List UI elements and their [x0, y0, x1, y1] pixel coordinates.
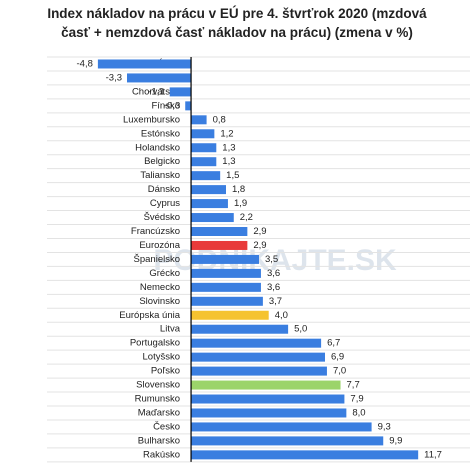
- value-label: 5,0: [294, 324, 307, 335]
- bar: [191, 296, 263, 306]
- value-label: 3,7: [269, 296, 282, 307]
- bar: [191, 171, 221, 181]
- value-label: 1,3: [222, 156, 235, 167]
- bar: [191, 366, 327, 376]
- y-tick-label: Poľsko: [151, 366, 180, 377]
- y-tick-label: Dánsko: [148, 184, 180, 195]
- value-label: 7,0: [333, 366, 346, 377]
- y-tick-label: Grécko: [149, 268, 180, 279]
- value-label: 3,6: [267, 268, 280, 279]
- bar: [191, 338, 322, 348]
- value-label: 1,2: [220, 128, 233, 139]
- value-label: 11,7: [424, 449, 442, 460]
- bar: [191, 213, 234, 223]
- bar: [191, 450, 419, 460]
- value-label: 6,9: [331, 352, 344, 363]
- bar: [191, 380, 341, 390]
- value-label: 1,8: [232, 184, 245, 195]
- bar: [191, 324, 289, 334]
- value-label: 2,9: [253, 240, 266, 251]
- bar: [191, 352, 325, 362]
- y-tick-label: Holandsko: [135, 142, 180, 153]
- value-label: -0,3: [164, 100, 180, 111]
- y-tick-label: Cyprus: [150, 198, 180, 209]
- value-label: 1,3: [222, 142, 235, 153]
- bar: [191, 129, 215, 139]
- y-tick-label: Estónsko: [141, 128, 180, 139]
- bar: [191, 268, 261, 278]
- value-label: 1,9: [234, 198, 247, 209]
- bar: [191, 310, 269, 320]
- value-label: 7,9: [350, 394, 363, 405]
- value-label: -1,1: [148, 86, 164, 97]
- y-tick-label: Nemecko: [140, 282, 180, 293]
- y-tick-label: Česko: [153, 421, 180, 432]
- y-tick-label: Slovensko: [136, 380, 180, 391]
- value-label: 0,8: [213, 114, 226, 125]
- bar: [191, 157, 217, 167]
- value-label: -4,8: [77, 58, 93, 69]
- value-label: 7,7: [347, 380, 360, 391]
- y-tick-label: Slovinsko: [139, 296, 180, 307]
- value-label: 8,0: [352, 407, 365, 418]
- value-label: 2,9: [253, 226, 266, 237]
- bar: [191, 185, 226, 195]
- y-tick-label: Maďarsko: [138, 407, 180, 418]
- bar: [127, 73, 192, 83]
- y-tick-label: Francúzsko: [131, 226, 180, 237]
- value-label: 6,7: [327, 338, 340, 349]
- value-label: 1,5: [226, 170, 239, 181]
- chart-title: Index nákladov na prácu v EÚ pre 4. štvr…: [47, 6, 427, 40]
- bar: [191, 394, 345, 404]
- bar: [191, 254, 259, 264]
- y-tick-label: Švédsko: [144, 212, 180, 223]
- bar: [191, 143, 217, 153]
- y-tick-label: Rumunsko: [135, 394, 180, 405]
- y-tick-label: Taliansko: [140, 170, 180, 181]
- y-tick-label: Rakúsko: [143, 449, 180, 460]
- y-tick-label: Lotyšsko: [143, 352, 181, 363]
- y-tick-label: Belgicko: [144, 156, 180, 167]
- y-tick-label: Fínsko: [151, 100, 180, 111]
- bar: [191, 436, 384, 446]
- y-tick-label: Portugalsko: [130, 338, 180, 349]
- bar: [191, 115, 207, 125]
- y-tick-label: Chorvátsko: [132, 86, 180, 97]
- bar: [191, 240, 248, 250]
- bar: [191, 408, 347, 418]
- bar: [191, 282, 261, 292]
- y-tick-label: Európska únia: [119, 310, 180, 321]
- value-label: 3,6: [267, 282, 280, 293]
- y-tick-label: Luxembursko: [123, 114, 180, 125]
- y-tick-label: Španielsko: [134, 254, 180, 265]
- bar: [191, 422, 372, 432]
- y-tick-label: Bulharsko: [138, 435, 180, 446]
- value-label: 4,0: [275, 310, 288, 321]
- value-label: 9,9: [389, 435, 402, 446]
- value-label: 2,2: [240, 212, 253, 223]
- value-label: 9,3: [378, 421, 391, 432]
- value-label: 3,5: [265, 254, 278, 265]
- y-tick-label: Eurozóna: [139, 240, 180, 251]
- value-label: -3,3: [106, 72, 122, 83]
- bar: [191, 199, 228, 209]
- bar: [185, 101, 192, 111]
- bar: [169, 87, 192, 97]
- bar: [97, 59, 192, 69]
- y-tick-label: Litva: [160, 324, 181, 335]
- bar: [191, 227, 248, 236]
